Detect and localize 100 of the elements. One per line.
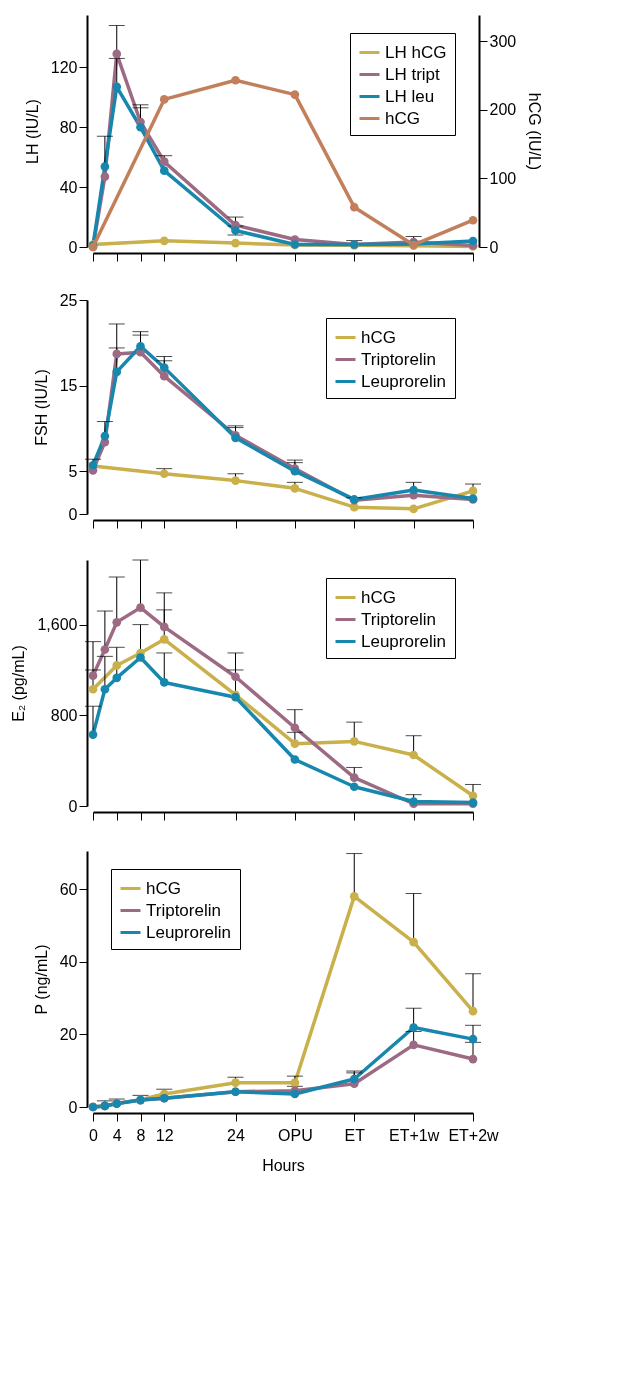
point	[136, 603, 145, 612]
point	[112, 349, 122, 359]
x-tick-label: ET	[344, 1126, 366, 1144]
y2-tick-label: 300	[489, 32, 517, 50]
legend-label: Leuprorelin	[361, 371, 447, 391]
x-tick-label: ET+1w	[389, 1126, 440, 1144]
x-tick-label: ET+2w	[448, 1126, 500, 1144]
y-tick-label: 15	[59, 377, 78, 395]
point	[112, 673, 122, 683]
point	[100, 162, 110, 171]
y-tick-label: 25	[59, 291, 78, 309]
y-axis-title: LH (IU/L)	[23, 99, 41, 164]
legend-label: hCG	[146, 878, 181, 898]
point	[159, 635, 169, 644]
point	[112, 618, 122, 627]
point	[112, 661, 122, 670]
point	[468, 1034, 478, 1044]
point	[290, 1078, 300, 1087]
point	[349, 202, 359, 212]
point	[88, 730, 98, 739]
x-axis-title: Hours	[262, 1156, 305, 1174]
legend-label: LH tript	[385, 64, 441, 84]
point	[100, 172, 110, 181]
legend-label: hCG	[361, 587, 396, 607]
point	[349, 782, 359, 792]
point	[159, 236, 169, 246]
point	[468, 486, 478, 496]
x-tick-label: OPU	[278, 1126, 313, 1144]
point	[112, 49, 122, 59]
point	[159, 363, 169, 372]
point	[468, 215, 478, 225]
legend-label: Triptorelin	[361, 609, 436, 629]
legend-label: Triptorelin	[146, 900, 221, 920]
x-tick-label: 8	[136, 1126, 146, 1144]
y2-tick-label: 100	[489, 169, 517, 187]
point	[136, 653, 145, 662]
point	[349, 773, 359, 782]
point	[409, 1040, 418, 1050]
point	[231, 672, 240, 682]
y-tick-label: 0	[68, 238, 78, 256]
point	[88, 671, 98, 680]
y2-axis-title: hCG (IU/L)	[526, 92, 544, 171]
point	[100, 684, 110, 694]
y-tick-label: 800	[50, 706, 78, 724]
y-tick-label: 0	[68, 1098, 78, 1116]
point	[409, 937, 418, 947]
point	[290, 755, 300, 764]
point	[349, 737, 359, 746]
point	[159, 95, 169, 104]
point	[88, 684, 98, 694]
point	[349, 892, 359, 901]
y-tick-label: 120	[50, 58, 78, 76]
point	[159, 371, 169, 381]
point	[159, 157, 169, 167]
y-tick-label: 0	[68, 797, 78, 815]
point	[159, 678, 169, 687]
point	[409, 504, 418, 514]
point	[231, 75, 240, 85]
legend-label: LH hCG	[385, 42, 447, 62]
point	[349, 1074, 359, 1084]
point	[159, 166, 169, 175]
y2-tick-label: 200	[489, 101, 517, 119]
point	[159, 622, 169, 632]
point	[231, 1078, 240, 1087]
y-axis-title: E₂ (pg/mL)	[10, 645, 28, 722]
x-tick-label: 24	[227, 1126, 245, 1144]
point	[468, 1006, 478, 1016]
y-tick-label: 1,600	[37, 616, 78, 634]
legend-label: Leuprorelin	[361, 631, 447, 651]
point	[409, 1023, 418, 1032]
y-tick-label: 5	[68, 462, 78, 480]
y-tick-label: 40	[59, 178, 78, 196]
point	[290, 1089, 300, 1099]
x-tick-label: 12	[155, 1126, 174, 1144]
y-axis-title: FSH (IU/L)	[32, 369, 50, 446]
point	[409, 485, 418, 495]
point	[136, 122, 145, 132]
legend-label: hCG	[385, 108, 420, 128]
point	[136, 341, 145, 351]
y-tick-label: 0	[68, 505, 78, 523]
point	[100, 431, 110, 441]
point	[231, 238, 240, 248]
y-axis-title: P (ng/mL)	[32, 944, 50, 1015]
point	[112, 367, 122, 377]
point	[290, 723, 300, 733]
point	[409, 750, 418, 760]
legend-label: hCG	[361, 327, 396, 347]
legend-label: Triptorelin	[361, 349, 436, 369]
point	[290, 90, 300, 99]
point	[231, 476, 240, 485]
y2-tick-label: 0	[489, 238, 499, 256]
point	[468, 1054, 478, 1064]
legend-label: Leuprorelin	[146, 922, 232, 942]
y-tick-label: 20	[59, 1025, 78, 1043]
point	[159, 469, 169, 479]
y-tick-label: 40	[59, 953, 78, 971]
point	[290, 484, 300, 493]
point	[112, 82, 122, 92]
y-tick-label: 80	[59, 118, 78, 136]
point	[100, 645, 110, 654]
